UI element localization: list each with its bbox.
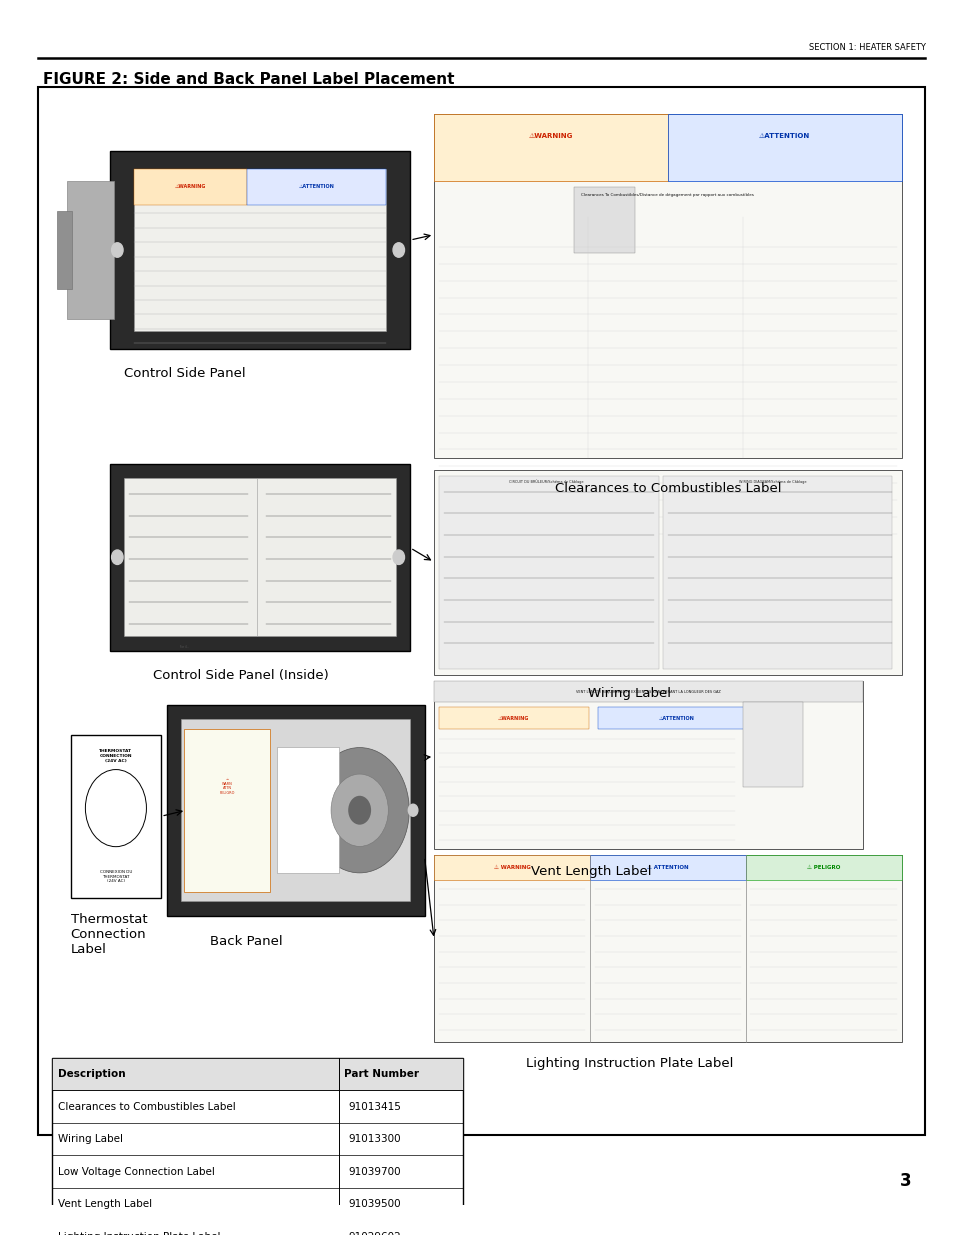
Bar xyxy=(434,469,901,674)
Text: 91029602: 91029602 xyxy=(348,1231,400,1235)
Text: Description: Description xyxy=(58,1070,126,1079)
Text: CONNEXION DU
THERMOSTAT
(24V AC): CONNEXION DU THERMOSTAT (24V AC) xyxy=(100,869,132,883)
Text: ⚠WARNING: ⚠WARNING xyxy=(528,133,573,140)
Text: 91013300: 91013300 xyxy=(348,1134,400,1144)
Bar xyxy=(67,180,114,320)
Bar xyxy=(133,169,247,205)
Text: Thermostat
Connection
Label: Thermostat Connection Label xyxy=(71,913,147,956)
Text: Vent Length Label: Vent Length Label xyxy=(531,864,651,878)
Circle shape xyxy=(86,769,147,847)
Bar xyxy=(745,856,901,879)
Circle shape xyxy=(393,550,404,564)
Text: Back Panel: Back Panel xyxy=(210,935,282,948)
Circle shape xyxy=(331,774,388,846)
Text: WIRING DIAGRAM/Schéma de Câblage: WIRING DIAGRAM/Schéma de Câblage xyxy=(739,479,806,484)
Text: Control Side Panel (Inside): Control Side Panel (Inside) xyxy=(152,668,328,682)
Text: Clearances to Combustibles Label: Clearances to Combustibles Label xyxy=(58,1102,235,1112)
Bar xyxy=(124,478,395,636)
Bar xyxy=(133,169,386,331)
Bar xyxy=(434,856,589,879)
Text: Clearances to Combustibles Label: Clearances to Combustibles Label xyxy=(554,482,781,495)
Text: ⚠ATTENTION: ⚠ATTENTION xyxy=(759,133,809,140)
Text: 91039700: 91039700 xyxy=(348,1167,400,1177)
Text: Lighting Instruction Plate Label: Lighting Instruction Plate Label xyxy=(525,1057,733,1070)
Text: 91039500: 91039500 xyxy=(348,1199,400,1209)
Text: CIRCUIT DU BRÛLEUR/Schéma de Câblage: CIRCUIT DU BRÛLEUR/Schéma de Câblage xyxy=(509,479,583,484)
Text: For il...: For il... xyxy=(180,645,190,648)
Text: ⚠ WARNING: ⚠ WARNING xyxy=(493,864,530,869)
Bar xyxy=(438,475,658,668)
Bar xyxy=(184,729,270,892)
Text: SECTION 1: HEATER SAFETY: SECTION 1: HEATER SAFETY xyxy=(807,43,924,52)
Bar xyxy=(574,186,635,253)
Bar xyxy=(52,1058,462,1235)
Text: ⚠
WARN
ATTN
PELIGRO: ⚠ WARN ATTN PELIGRO xyxy=(219,777,234,795)
Text: ⚠ ATTENTION: ⚠ ATTENTION xyxy=(646,864,688,869)
Bar xyxy=(57,211,71,289)
Bar xyxy=(110,464,410,651)
Bar xyxy=(667,115,901,180)
Text: THERMOSTAT
CONNECTION
(24V AC): THERMOSTAT CONNECTION (24V AC) xyxy=(99,750,132,762)
Text: Part Number: Part Number xyxy=(344,1070,419,1079)
Text: Wiring Label: Wiring Label xyxy=(587,687,671,700)
Bar xyxy=(181,719,410,902)
Text: Wiring Label: Wiring Label xyxy=(58,1134,123,1144)
Bar xyxy=(110,151,410,350)
Circle shape xyxy=(112,550,123,564)
Circle shape xyxy=(310,747,409,873)
Text: Lighting Instruction Plate Label: Lighting Instruction Plate Label xyxy=(58,1231,220,1235)
Text: Clearances To Combustibles/Distance de dégagement par rapport aux combustibles: Clearances To Combustibles/Distance de d… xyxy=(580,193,754,196)
Text: FIGURE 2: Side and Back Panel Label Placement: FIGURE 2: Side and Back Panel Label Plac… xyxy=(43,73,454,88)
Text: VENT LENGTH REQUIREMENT / EXIGENCES CONCERNANT LA LONGUEUR DES GAZ: VENT LENGTH REQUIREMENT / EXIGENCES CONC… xyxy=(576,689,720,694)
Bar xyxy=(434,115,901,458)
Text: 3: 3 xyxy=(899,1172,910,1191)
Bar xyxy=(434,115,667,180)
Circle shape xyxy=(348,795,371,825)
Bar xyxy=(434,680,862,703)
Text: ⚠WARNING: ⚠WARNING xyxy=(497,715,529,720)
Text: 91013415: 91013415 xyxy=(348,1102,400,1112)
Text: Control Side Panel: Control Side Panel xyxy=(124,368,245,380)
Bar xyxy=(167,705,424,915)
Bar xyxy=(38,86,924,1135)
Bar xyxy=(434,680,862,850)
Bar xyxy=(276,747,338,873)
Bar xyxy=(71,735,161,898)
Bar xyxy=(52,1058,462,1091)
Circle shape xyxy=(393,243,404,257)
Bar xyxy=(662,475,891,668)
Text: Low Voltage Connection Label: Low Voltage Connection Label xyxy=(58,1167,214,1177)
Text: ⚠ATTENTION: ⚠ATTENTION xyxy=(298,184,335,189)
Bar xyxy=(434,856,901,1042)
Circle shape xyxy=(408,804,417,816)
Text: Vent Length Label: Vent Length Label xyxy=(58,1199,152,1209)
Bar xyxy=(589,856,745,879)
Text: ⚠ PELIGRO: ⚠ PELIGRO xyxy=(806,864,840,869)
Bar xyxy=(438,708,589,729)
Bar xyxy=(597,708,747,729)
Text: ⚠ATTENTION: ⚠ATTENTION xyxy=(659,715,695,720)
Bar xyxy=(247,169,386,205)
Circle shape xyxy=(112,243,123,257)
Bar xyxy=(742,703,802,787)
Text: ⚠WARNING: ⚠WARNING xyxy=(174,184,206,189)
